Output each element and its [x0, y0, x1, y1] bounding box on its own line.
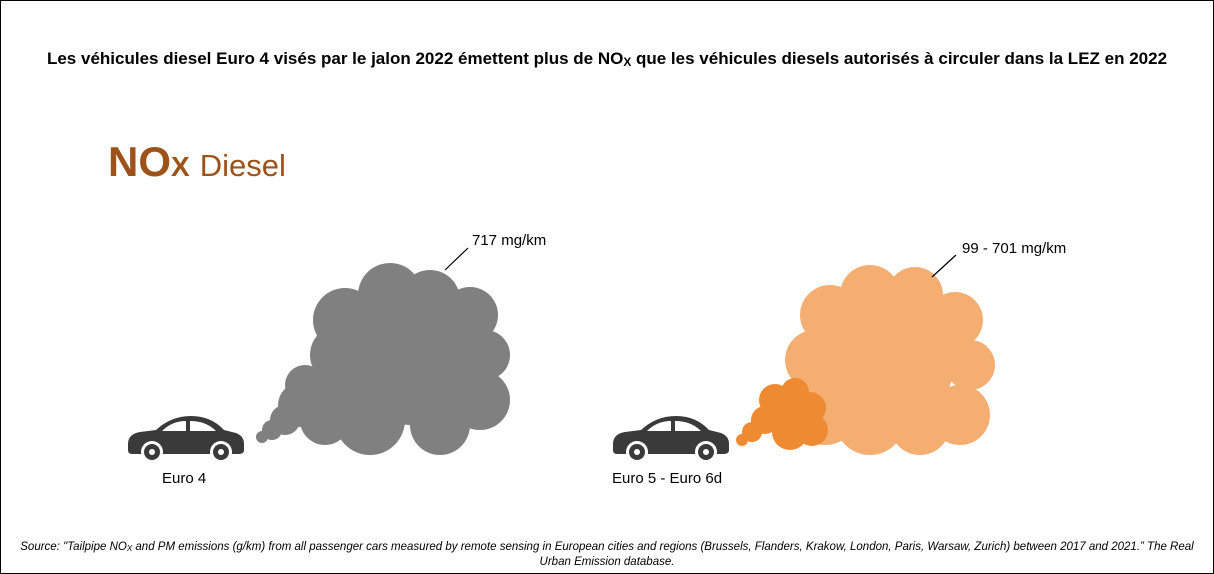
- heading-subscript: X: [171, 151, 190, 182]
- heading: NOX Diesel: [108, 138, 286, 186]
- title-subscript: X: [623, 54, 632, 69]
- title: Les véhicules diesel Euro 4 visés par le…: [20, 46, 1194, 73]
- vehicle-label: Euro 5 - Euro 6d: [612, 470, 723, 487]
- vehicle-label: Euro 4: [162, 470, 207, 487]
- heading-suffix: Diesel: [199, 148, 286, 183]
- smoke-cloud: [256, 263, 510, 455]
- source-text: and PM emissions (g/km) from all passeng…: [132, 541, 1194, 568]
- heading-main: NO: [108, 138, 171, 185]
- smoke-cloud: [785, 265, 995, 455]
- smoke-cloud: [736, 378, 828, 450]
- car: [613, 416, 729, 463]
- source: Source: "Tailpipe NOX and PM emissions (…: [20, 540, 1194, 569]
- car: [128, 416, 244, 463]
- emission-label: 717 mg/km: [472, 232, 547, 249]
- leader-line: [931, 254, 957, 278]
- leader-line: [444, 247, 469, 271]
- title-text: Les véhicules diesel Euro 4 visés par le…: [46, 49, 624, 68]
- emission-label: 99 - 701 mg/km: [962, 240, 1067, 257]
- title-text: que les véhicules diesels autorisés à ci…: [631, 49, 1168, 68]
- source-text: Source: "Tailpipe NO: [20, 541, 127, 553]
- source-subscript: X: [126, 544, 133, 554]
